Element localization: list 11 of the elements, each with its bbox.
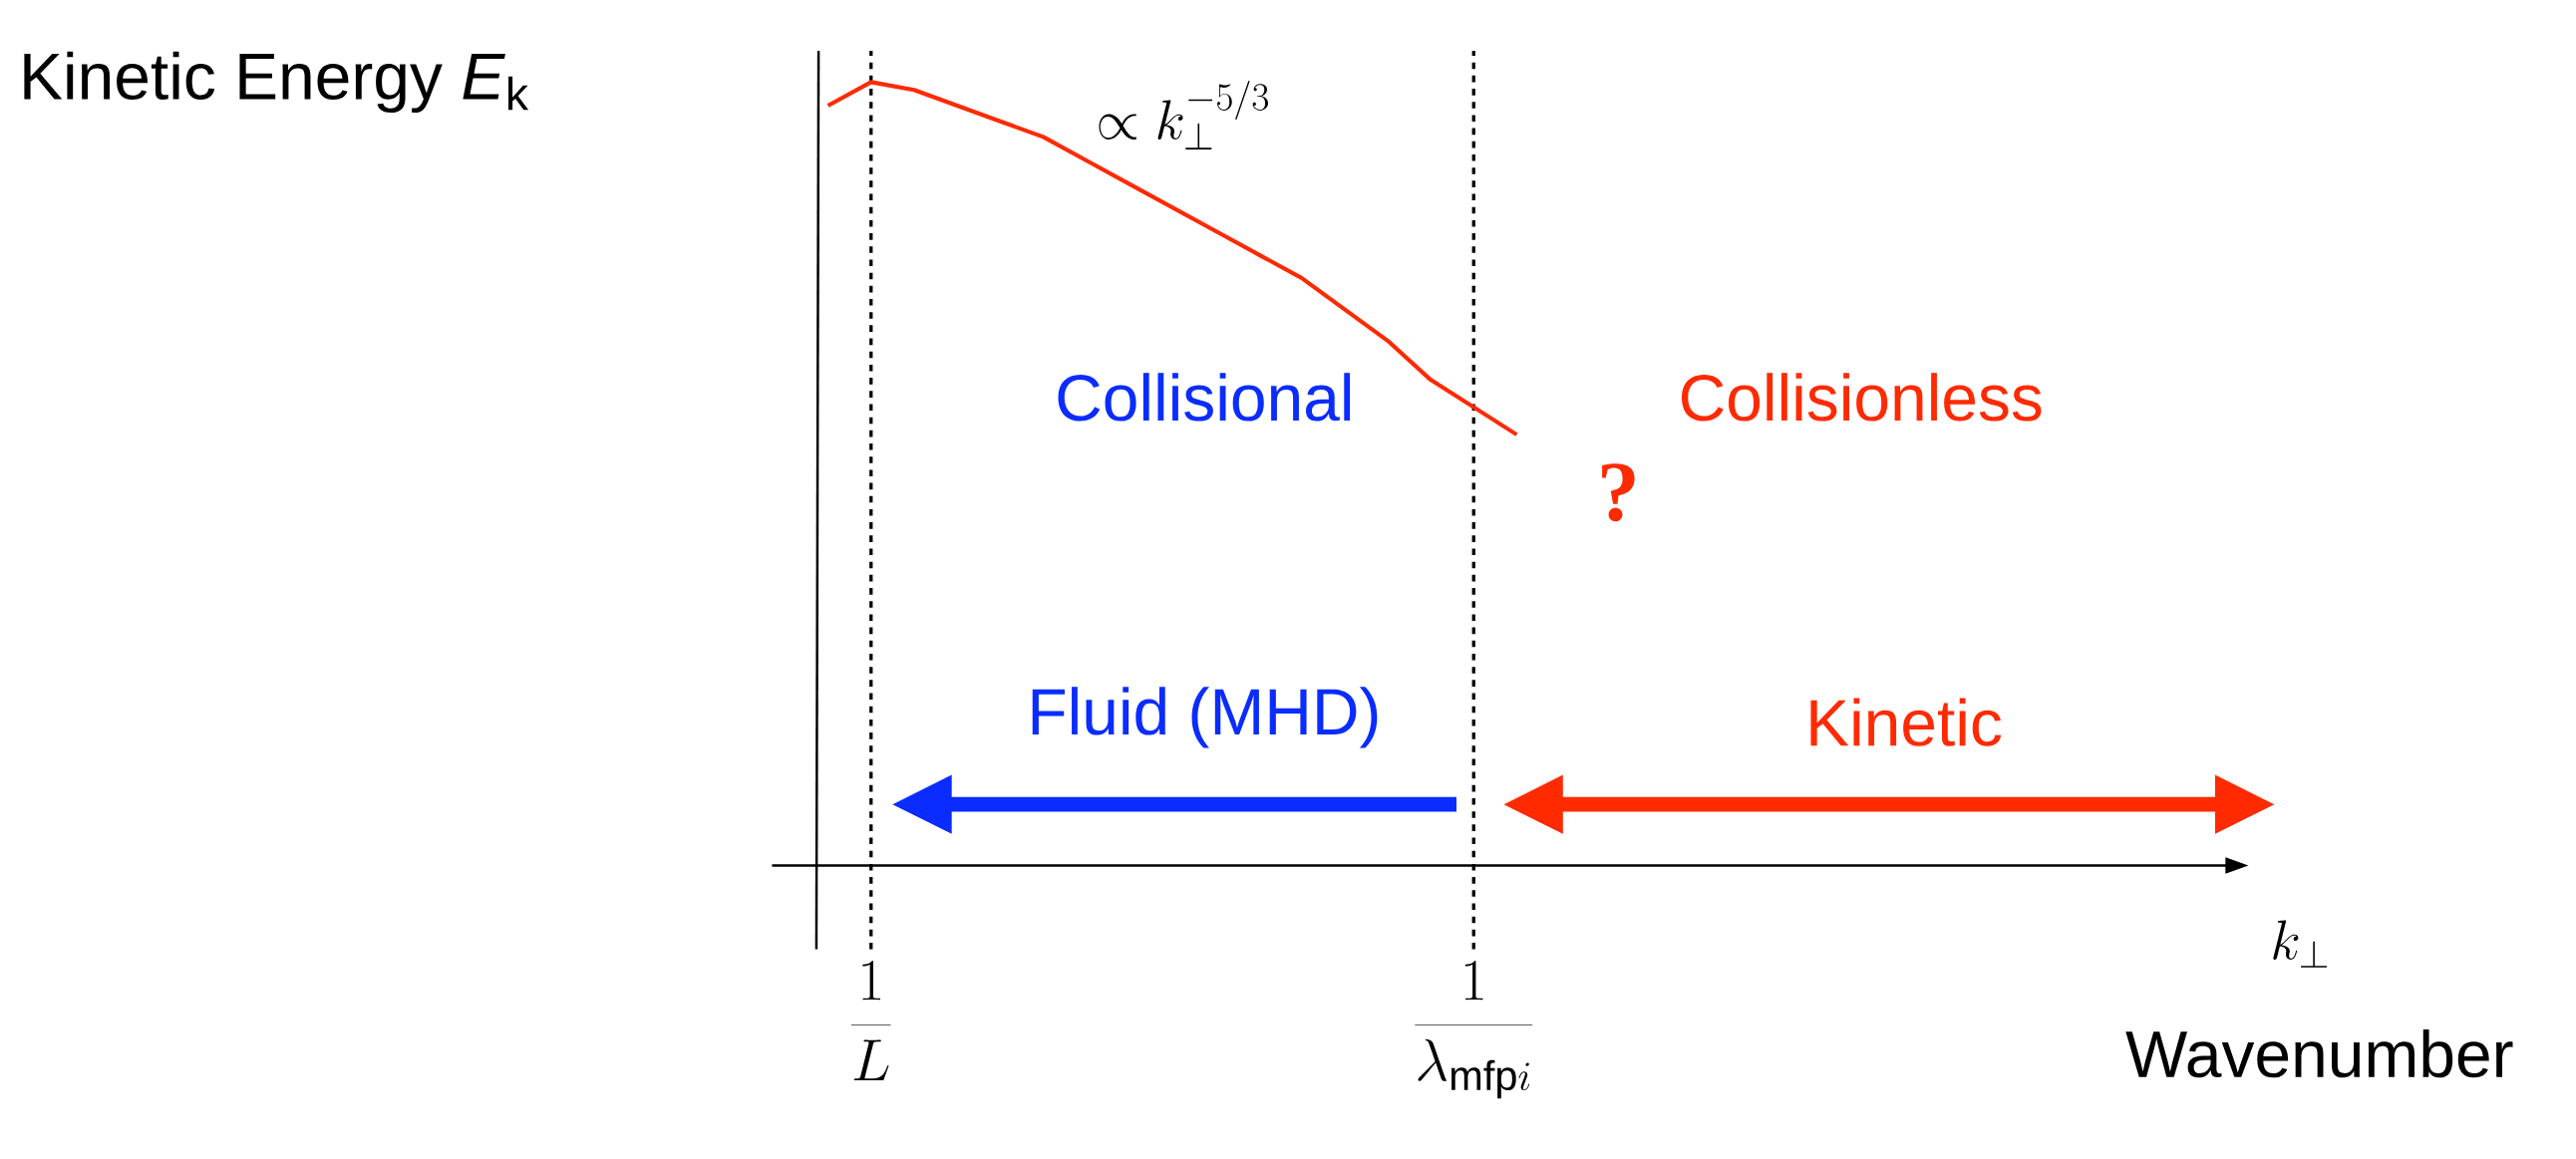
text: ? (1602, 463, 1635, 522)
annotation: $\propto k_\perp^{-5/3}$ (1099, 80, 1269, 149)
text: Wavenumber (2125, 1028, 2513, 1078)
text: Kinetic (1810, 698, 2002, 746)
x-tick-label: $\frac{1}{L}$ (851, 960, 891, 1080)
annotation: Fluid (MHD) (1032, 686, 1378, 748)
text: $k_\perp$ (2273, 920, 2328, 968)
y-axis-title: Kinetic Energy E$_{k}$ (24, 51, 529, 113)
x-tick-label: $\frac{1}{\lambda_{\mathrm{mfp}i}}$ (1415, 960, 1533, 1099)
annotation: Collisional (1058, 372, 1351, 422)
text: Collisionless (1681, 372, 2042, 422)
